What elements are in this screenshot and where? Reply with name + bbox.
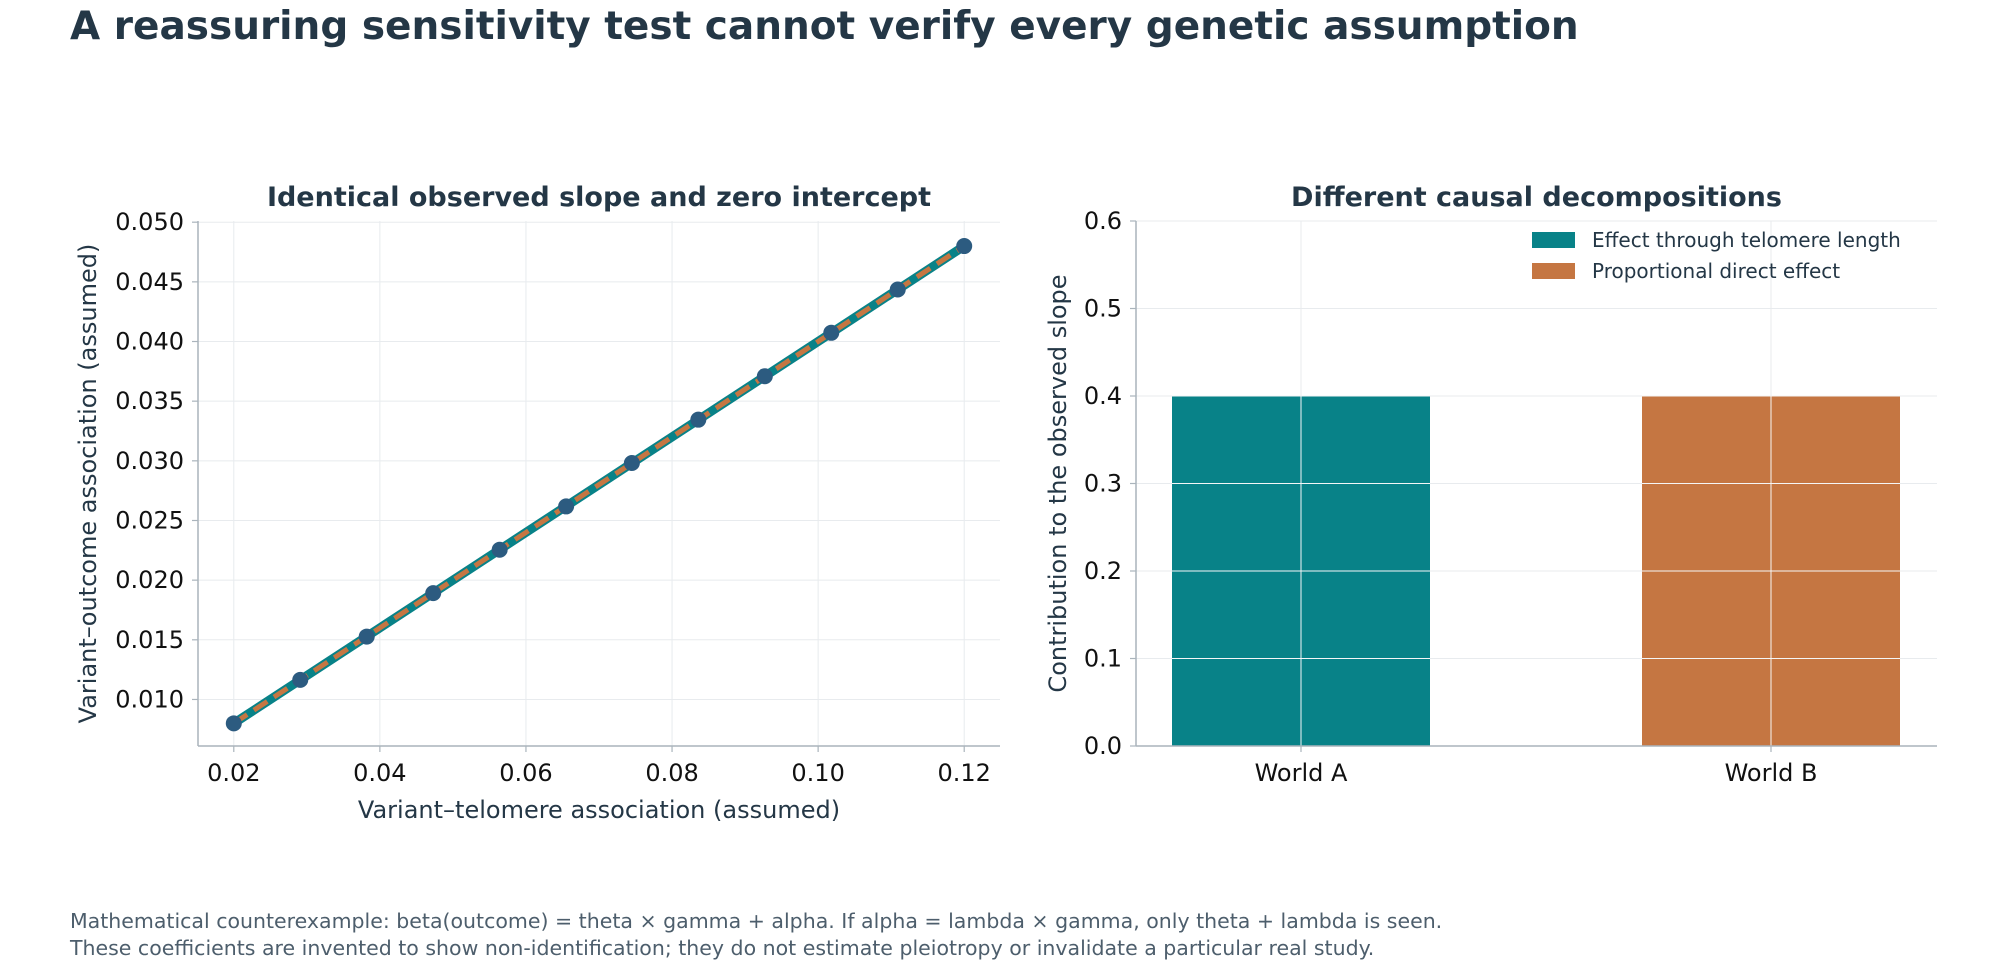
data-point xyxy=(225,715,242,732)
data-point xyxy=(558,498,575,515)
y-tick-label: 0.0 xyxy=(1084,732,1122,760)
y-tick-label: 0.045 xyxy=(115,268,184,296)
y-tick-label: 0.6 xyxy=(1084,207,1122,235)
y-tick-label: 0.020 xyxy=(115,566,184,594)
y-tick-label: 0.015 xyxy=(115,626,184,654)
y-tick-label: 0.050 xyxy=(115,208,184,236)
footnote-line-2: These coefficients are invented to show … xyxy=(70,936,1375,960)
data-point xyxy=(623,454,640,471)
x-tick-label: 0.08 xyxy=(645,759,698,787)
legend-label: Effect through telomere length xyxy=(1592,228,1901,252)
data-point xyxy=(756,368,773,385)
x-tick-label: 0.06 xyxy=(499,759,552,787)
data-point xyxy=(425,585,442,602)
data-point xyxy=(491,541,508,558)
data-point xyxy=(358,628,375,645)
bar-chart: 0.0 0.1 0.2 0.3 0.4 0.5 0.6 World A World B Diffe… xyxy=(1044,182,1937,787)
x-tick-label: World B xyxy=(1725,759,1818,787)
y-tick-label: 0.3 xyxy=(1084,470,1122,498)
x-tick-label: 0.10 xyxy=(791,759,844,787)
legend-swatch xyxy=(1532,232,1575,248)
right-chart-title: Different causal decompositions xyxy=(1291,182,1782,213)
y-tick-label: 0.025 xyxy=(115,506,184,534)
scatter-line-chart: 0.02 0.04 0.06 0.08 0.10 0.12 0.010 0.015 0.020 0… xyxy=(74,182,1000,824)
footnote-line-1: Mathematical counterexample: beta(outcom… xyxy=(70,909,1443,933)
data-point xyxy=(956,238,973,255)
y-axis-label: Contribution to the observed slope xyxy=(1044,274,1072,692)
legend-swatch xyxy=(1532,263,1575,279)
page-title: A reassuring sensitivity test cannot ver… xyxy=(70,4,1579,49)
y-tick-label: 0.2 xyxy=(1084,557,1122,585)
data-point xyxy=(889,281,906,298)
y-tick-label: 0.030 xyxy=(115,447,184,475)
data-point xyxy=(823,324,840,341)
data-point xyxy=(690,411,707,428)
x-axis-label: Variant–telomere association (assumed) xyxy=(358,796,840,824)
y-tick-label: 0.010 xyxy=(115,685,184,713)
y-tick-label: 0.035 xyxy=(115,387,184,415)
dashed-fit-line xyxy=(232,243,966,726)
x-tick-label: 0.02 xyxy=(207,759,260,787)
y-tick-label: 0.040 xyxy=(115,328,184,356)
x-tick-label: 0.12 xyxy=(937,759,990,787)
legend-label: Proportional direct effect xyxy=(1592,259,1840,283)
y-tick-label: 0.4 xyxy=(1084,382,1122,410)
y-tick-label: 0.1 xyxy=(1084,645,1122,673)
x-tick-label: World A xyxy=(1255,759,1348,787)
x-tick-label: 0.04 xyxy=(353,759,406,787)
data-point xyxy=(292,671,309,688)
y-tick-label: 0.5 xyxy=(1084,295,1122,323)
left-chart-title: Identical observed slope and zero interc… xyxy=(267,182,931,213)
y-axis-label: Variant–outcome association (assumed) xyxy=(74,244,102,724)
